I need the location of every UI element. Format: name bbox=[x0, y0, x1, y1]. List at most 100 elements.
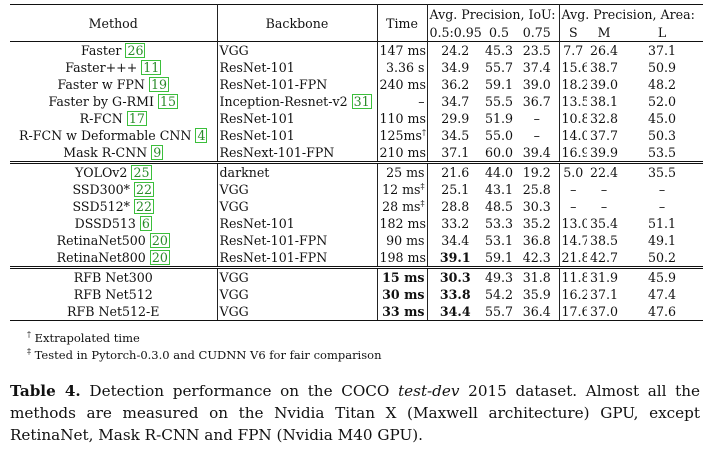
area-value: 51.1 bbox=[648, 216, 677, 231]
ap-value-cell: 42.3 bbox=[515, 249, 560, 268]
area-value: 35.5 bbox=[648, 165, 677, 180]
ap-value-cell: – bbox=[515, 110, 560, 127]
backbone-name: ResNet-101 bbox=[219, 216, 295, 231]
ap-value: 55.0 bbox=[485, 128, 514, 143]
ap-value-cell: 37.4 bbox=[515, 59, 560, 76]
area-value: 32.8 bbox=[590, 111, 619, 126]
ap-value: 36.4 bbox=[522, 304, 551, 319]
method-cell: RFB Net300 bbox=[10, 266, 218, 286]
time-header: Time bbox=[377, 4, 428, 42]
area-value-cell: 32.8 bbox=[587, 110, 621, 127]
backbone-cell: ResNet-101 bbox=[217, 127, 378, 144]
area-value-cell: 47.4 bbox=[621, 286, 703, 303]
backbone-cell: Inception-Resnet-v2 31 bbox=[217, 93, 378, 110]
area-value-cell: 22.4 bbox=[587, 161, 622, 181]
ap-value-cell: 29.9 bbox=[427, 110, 483, 127]
time-cell: – bbox=[377, 93, 428, 110]
backbone-name: ResNet-101-FPN bbox=[219, 77, 328, 92]
backbone-name: ResNet-101-FPN bbox=[219, 233, 328, 248]
ap-value: 53.1 bbox=[485, 233, 514, 248]
ap-value-cell: 24.2 bbox=[427, 41, 483, 59]
area-value: 31.9 bbox=[590, 270, 619, 285]
area-value: 26.4 bbox=[590, 43, 619, 58]
area-value-cell: 37.1 bbox=[621, 41, 704, 59]
citation-link[interactable]: 17 bbox=[126, 111, 147, 126]
citation-link[interactable]: 19 bbox=[148, 77, 169, 92]
method-name: DSSD513 bbox=[74, 216, 136, 231]
ap-value-cell: 34.5 bbox=[427, 127, 483, 144]
time-value: – bbox=[418, 94, 425, 109]
ap-value-cell: 28.8 bbox=[427, 198, 483, 215]
citation-link[interactable]: 4 bbox=[195, 128, 208, 143]
area-value-cell: 7.7 bbox=[559, 41, 588, 59]
ap-value-cell: 36.4 bbox=[515, 303, 560, 321]
area-value-cell: 14.0 bbox=[559, 127, 588, 144]
citation-link[interactable]: 6 bbox=[139, 216, 152, 231]
time-footnote-mark: ‡ bbox=[420, 198, 425, 208]
time-cell: 12 ms‡ bbox=[377, 181, 428, 198]
ap-value-cell: 21.6 bbox=[427, 161, 483, 181]
ap-col-header: 0.5 bbox=[488, 25, 510, 40]
area-value-cell: 37.1 bbox=[587, 286, 621, 303]
ap-value-cell: 25.8 bbox=[515, 181, 560, 198]
time-value: 210 ms bbox=[379, 145, 426, 160]
footnote-text: Tested in Pytorch-0.3.0 and CUDNN V6 for… bbox=[34, 348, 382, 362]
area-value-cell: 11.8 bbox=[559, 266, 588, 286]
area-value-cell: 49.1 bbox=[621, 232, 703, 249]
time-cell: 147 ms bbox=[377, 41, 428, 59]
area-value-cell: 52.0 bbox=[621, 93, 703, 110]
citation-link[interactable]: 25 bbox=[131, 165, 152, 180]
time-value: 30 ms bbox=[382, 287, 425, 302]
area-value-cell: 39.0 bbox=[587, 76, 621, 93]
ap-value: 60.0 bbox=[485, 145, 514, 160]
area-col-header: M bbox=[597, 25, 611, 40]
ap-value: 55.5 bbox=[485, 94, 514, 109]
time-footnote-mark: † bbox=[421, 127, 426, 137]
citation-link[interactable]: 22 bbox=[133, 199, 154, 214]
ap-value-cell: 25.1 bbox=[427, 181, 483, 198]
area-value-cell: 45.0 bbox=[621, 110, 703, 127]
ap-value-cell: 34.9 bbox=[427, 59, 483, 76]
area-value-cell: – bbox=[559, 181, 587, 198]
ap-value: 44.0 bbox=[485, 165, 514, 180]
ap-value-cell: 39.4 bbox=[515, 144, 560, 163]
citation-link[interactable]: 26 bbox=[125, 43, 146, 58]
area-value: 38.7 bbox=[590, 60, 619, 75]
citation-link[interactable]: 20 bbox=[149, 233, 170, 248]
ap-value-cell: 55.5 bbox=[483, 93, 515, 110]
area-value: 38.1 bbox=[590, 94, 619, 109]
ap-value-cell: 31.8 bbox=[515, 266, 560, 286]
backbone-header: Backbone bbox=[217, 4, 378, 42]
backbone-cell: ResNet-101-FPN bbox=[217, 76, 378, 93]
backbone-cell: VGG bbox=[217, 198, 378, 215]
backbone-cell: VGG bbox=[217, 181, 378, 198]
area-value-cell: 51.1 bbox=[621, 215, 703, 232]
area-value-cell: 5.0 bbox=[559, 161, 588, 181]
area-value-cell: 13.5 bbox=[559, 93, 588, 110]
method-name: RetinaNet800 bbox=[56, 250, 146, 265]
ap-value: – bbox=[533, 128, 540, 143]
area-value-cell: 47.6 bbox=[621, 303, 704, 321]
ap-value-cell: 51.9 bbox=[483, 110, 515, 127]
ap-value: 39.4 bbox=[522, 145, 551, 160]
ap-value: 45.3 bbox=[485, 43, 514, 58]
area-value-cell: 17.6 bbox=[559, 303, 588, 321]
backbone-name: VGG bbox=[219, 182, 249, 197]
citation-link[interactable]: 22 bbox=[133, 182, 154, 197]
citation-link[interactable]: 31 bbox=[351, 94, 372, 109]
citation-link[interactable]: 11 bbox=[141, 60, 162, 75]
citation-link[interactable]: 20 bbox=[149, 250, 170, 265]
area-value-cell: 37.7 bbox=[587, 127, 621, 144]
area-value-cell: 15.6 bbox=[559, 59, 588, 76]
ap-value-cell: – bbox=[515, 127, 560, 144]
citation-link[interactable]: 9 bbox=[151, 145, 164, 160]
results-table: Method Backbone Time Avg. Precision, IoU… bbox=[10, 4, 704, 321]
method-cell: Faster by G-RMI 15 bbox=[10, 93, 218, 110]
ap-value: 49.3 bbox=[485, 270, 514, 285]
time-cell: 182 ms bbox=[377, 215, 428, 232]
area-value-cell: 45.9 bbox=[621, 266, 704, 286]
ap-value-cell: 59.1 bbox=[483, 76, 515, 93]
citation-link[interactable]: 15 bbox=[157, 94, 179, 109]
footnote: ‡ Tested in Pytorch-0.3.0 and CUDNN V6 f… bbox=[27, 347, 381, 364]
ap-value-cell: 36.7 bbox=[515, 93, 560, 110]
